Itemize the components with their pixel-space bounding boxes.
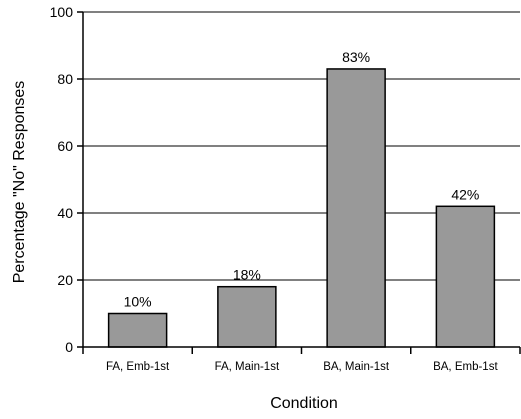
- bar: [326, 68, 386, 348]
- y-tick-label: 40: [57, 205, 73, 221]
- bar-value-label: 10%: [124, 294, 152, 310]
- y-tick-label: 0: [65, 339, 73, 355]
- y-tick-label: 60: [57, 138, 73, 154]
- x-category-label: FA, Main-1st: [215, 361, 280, 373]
- y-tick-label: 20: [57, 272, 73, 288]
- bar: [435, 205, 496, 348]
- bar: [107, 312, 168, 348]
- y-ticks: 0 20 40 60 80 100: [50, 4, 83, 355]
- bar-value-label: 18%: [233, 267, 261, 283]
- x-ticks: FA, Emb-1st FA, Main-1st BA, Main-1st BA, E…: [82, 347, 521, 373]
- x-category-label: BA, Emb-1st: [433, 361, 498, 373]
- y-tick-label: 80: [57, 71, 73, 87]
- y-axis-title: Percentage "No" Responses: [11, 81, 28, 284]
- y-tick-label: 100: [50, 4, 74, 20]
- bar: [217, 285, 277, 348]
- bars: [107, 68, 496, 348]
- bar-value-label: 83%: [342, 49, 370, 65]
- bar-value-label: 42%: [451, 186, 479, 202]
- data-labels: 10% 18% 83% 42%: [124, 49, 480, 310]
- x-category-label: FA, Emb-1st: [106, 361, 170, 373]
- x-axis-title: Condition: [270, 395, 338, 412]
- x-category-label: BA, Main-1st: [323, 361, 390, 373]
